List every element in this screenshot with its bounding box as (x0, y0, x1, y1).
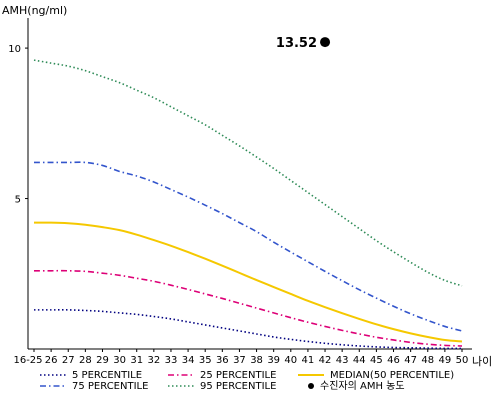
series-line-25-percentile (34, 269, 463, 347)
x-tick-label: 27 (62, 355, 75, 366)
x-tick-label: 33 (165, 355, 178, 366)
x-tick-label: 30 (113, 355, 126, 366)
x-tick-label: 39 (267, 355, 280, 366)
x-tick-label: 50 (456, 355, 469, 366)
x-tick-label: 29 (96, 355, 109, 366)
series-line-95-percentile (33, 59, 463, 287)
x-tick-label: 40 (284, 355, 297, 366)
legend: 5 PERCENTILE 25 PERCENTILE MEDIAN(50 PERCE… (40, 370, 454, 392)
patient-amh-value-label: 13.52 (276, 36, 317, 51)
legend-label: 95 PERCENTILE (200, 381, 276, 392)
marker-layer: 13.52 (276, 36, 331, 51)
series-line-median-50-percentile- (33, 221, 463, 343)
x-tick-label: 41 (302, 355, 315, 366)
x-tick-label: 49 (439, 355, 452, 366)
x-tick-label: 46 (387, 355, 400, 366)
series-layer (33, 59, 463, 350)
x-tick-label: 44 (353, 355, 366, 366)
x-tick-label: 43 (336, 355, 349, 366)
x-tick-label: 31 (130, 355, 143, 366)
y-axis-title: AMH(ng/ml) (2, 4, 67, 17)
x-tick-label: 28 (79, 355, 92, 366)
x-axis-title: 나이 (472, 355, 492, 368)
legend-label: 25 PERCENTILE (200, 370, 276, 381)
x-tick-label: 42 (319, 355, 332, 366)
legend-label: 수진자의 AMH 농도 (320, 380, 405, 392)
legend-label: 5 PERCENTILE (72, 370, 142, 381)
x-tick-label: 32 (147, 355, 160, 366)
x-tick-label: 36 (216, 355, 229, 366)
x-tick-label: 34 (182, 355, 195, 366)
y-tick-label: 10 (8, 44, 21, 55)
y-tick-label: 5 (15, 195, 21, 206)
x-ticks: 16-25 26 27 28 29 30 31 32 33 34 35 36 37 38 39 40 41 42 4… (13, 349, 468, 366)
series-line-5-percentile (34, 309, 463, 350)
legend-marker-swatch (308, 383, 314, 389)
x-tick-label: 48 (421, 355, 434, 366)
legend-label: 75 PERCENTILE (72, 381, 148, 392)
patient-amh-marker (320, 37, 331, 48)
series-line-75-percentile (33, 161, 463, 332)
x-tick-label: 45 (370, 355, 383, 366)
legend-label: MEDIAN(50 PERCENTILE) (330, 370, 454, 381)
x-tick-label: 26 (45, 355, 58, 366)
x-tick-label: 37 (233, 355, 246, 366)
x-tick-label: 38 (250, 355, 263, 366)
y-ticks: 5 10 (8, 44, 28, 206)
x-tick-label: 35 (199, 355, 212, 366)
x-tick-label: 16-25 (13, 355, 42, 366)
x-tick-label: 47 (404, 355, 417, 366)
